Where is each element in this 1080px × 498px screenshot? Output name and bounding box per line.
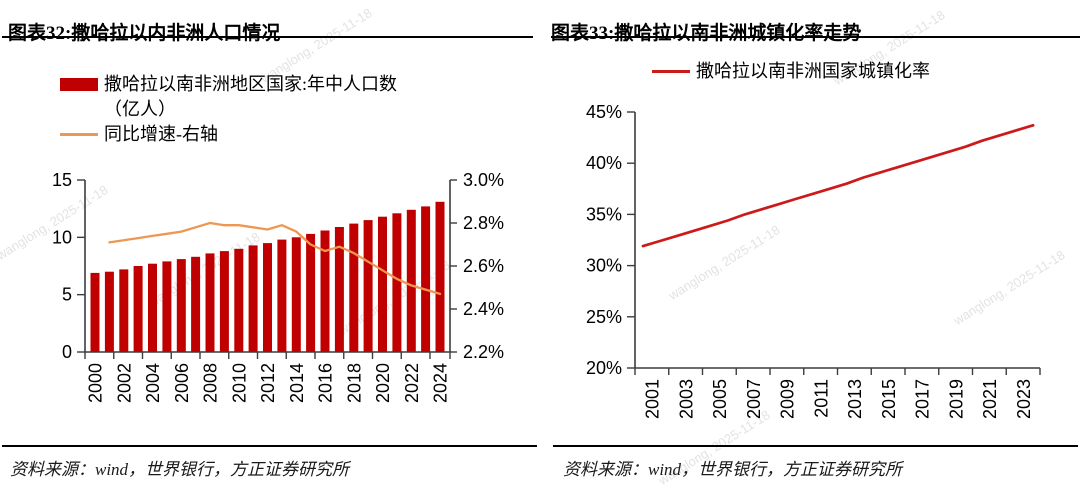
- figure-32-chart: 0 5 10 15 2.2% 2.4% 2.6% 2.8% 3.0% 2000 2002 2004 20…: [52, 170, 504, 403]
- x-axis-label: 2013: [845, 379, 865, 419]
- bar-series-label: 撒哈拉以南非洲地区国家:年中人口数 （亿人）: [104, 74, 397, 119]
- x-axis-label: 2007: [744, 379, 764, 419]
- urbanization-line-label: 撒哈拉以南非洲国家城镇化率: [696, 61, 930, 81]
- x-axis-label: 2019: [946, 379, 966, 419]
- population-bar: [219, 251, 229, 352]
- x-axis-label: 2023: [1014, 379, 1034, 419]
- population-bar: [277, 239, 287, 352]
- right-y-axis-label: 2.6%: [463, 256, 504, 276]
- population-bar: [392, 213, 402, 352]
- population-bar: [205, 253, 215, 352]
- figure-33-legend-line-item: 撒哈拉以南非洲国家城镇化率: [652, 59, 930, 84]
- right-y-axis-label: 2.2%: [463, 342, 504, 362]
- growth-line-label: 同比增速-右轴: [104, 124, 218, 144]
- population-bar: [176, 259, 186, 352]
- figure-32-title-underline: [2, 36, 533, 38]
- figure-32-source: 资料来源：wind，世界银行，方正证券研究所: [10, 460, 350, 479]
- population-bar: [248, 245, 258, 352]
- x-axis-label: 2015: [879, 379, 899, 419]
- x-axis-label: 2008: [201, 363, 221, 403]
- y-axis-label: 25%: [586, 307, 622, 327]
- population-bar: [148, 263, 157, 352]
- population-bar: [133, 266, 143, 352]
- population-bar: [162, 261, 172, 352]
- population-bar: [191, 256, 201, 352]
- left-y-axis-label: 0: [62, 342, 72, 362]
- right-y-axis-label: 2.8%: [463, 213, 504, 233]
- right-y-axis-label: 3.0%: [463, 170, 504, 190]
- x-axis-label: 2010: [229, 363, 249, 403]
- growth-line-swatch: [60, 133, 98, 136]
- x-axis-label: 2020: [373, 363, 393, 403]
- x-axis-label: 2006: [172, 363, 192, 403]
- x-axis-label: 2002: [114, 363, 134, 403]
- population-bar: [320, 230, 330, 352]
- x-axis-label: 2017: [913, 379, 933, 419]
- x-axis-label: 2018: [344, 363, 364, 403]
- population-bar: [435, 201, 445, 352]
- y-axis-label: 40%: [586, 153, 622, 173]
- x-axis-label: 2016: [316, 363, 336, 403]
- population-bar: [104, 271, 114, 352]
- x-axis-label: 2004: [143, 363, 163, 403]
- figure-32-legend: 撒哈拉以南非洲地区国家:年中人口数 （亿人） 同比增速-右轴: [60, 72, 460, 147]
- population-bars: [90, 201, 445, 352]
- y-axis-label: 35%: [586, 204, 622, 224]
- figure-33-title: 图表33:撒哈拉以南非洲城镇化率走势: [551, 22, 862, 44]
- left-y-axis-label: 5: [62, 285, 72, 305]
- growth-rate-line: [108, 221, 442, 296]
- population-bar: [349, 223, 359, 352]
- population-bar: [306, 233, 316, 352]
- figure-32-source-divider: [2, 445, 537, 447]
- x-axis-label: 2001: [643, 379, 663, 419]
- figure-32-title: 图表32:撒哈拉以内非洲人口情况: [8, 22, 281, 44]
- figure-32-legend-bar-item: 撒哈拉以南非洲地区国家:年中人口数 （亿人）: [60, 72, 460, 122]
- figure-33-title-underline: [551, 36, 1080, 38]
- x-axis-label: 2003: [676, 379, 696, 419]
- figure-33-source-divider: [553, 445, 1078, 447]
- y-axis-label: 30%: [586, 256, 622, 276]
- x-axis-label: 2009: [778, 379, 798, 419]
- y-axis-label: 20%: [586, 358, 622, 378]
- urbanization-line: [641, 123, 1035, 248]
- urbanization-line-swatch: [652, 70, 690, 73]
- figure-33-legend: 撒哈拉以南非洲国家城镇化率: [652, 59, 930, 84]
- figure-33-source: 资料来源：wind，世界银行，方正证券研究所: [563, 460, 903, 479]
- population-bar: [334, 227, 344, 352]
- left-y-axis-label: 15: [52, 170, 72, 190]
- population-bar: [378, 216, 387, 352]
- x-axis-label: 2011: [811, 379, 831, 418]
- population-bar: [119, 269, 129, 352]
- x-axis-label: 2024: [431, 363, 451, 403]
- x-axis-label: 2022: [402, 363, 422, 403]
- population-bar: [263, 243, 272, 352]
- right-y-axis-label: 2.4%: [463, 299, 504, 319]
- population-bar: [421, 206, 431, 352]
- figure-33-chart: 20% 25% 30% 35% 40% 45% 2001 2003 2005 2007 2009 20…: [586, 102, 1041, 419]
- x-axis-label: 2021: [980, 379, 1000, 419]
- population-bar: [90, 272, 100, 352]
- figure-32-legend-line-item: 同比增速-右轴: [60, 122, 460, 147]
- x-axis-label: 2012: [258, 363, 278, 403]
- population-bar: [291, 237, 301, 352]
- x-axis-label: 2005: [710, 379, 730, 419]
- x-axis-label: 2014: [287, 363, 307, 403]
- y-axis-label: 45%: [586, 102, 622, 122]
- bar-series-swatch: [60, 78, 98, 91]
- population-bar: [363, 220, 373, 352]
- left-y-axis-label: 10: [52, 227, 72, 247]
- x-axis-label: 2000: [86, 363, 106, 403]
- population-bar: [406, 209, 416, 352]
- population-bar: [234, 248, 244, 352]
